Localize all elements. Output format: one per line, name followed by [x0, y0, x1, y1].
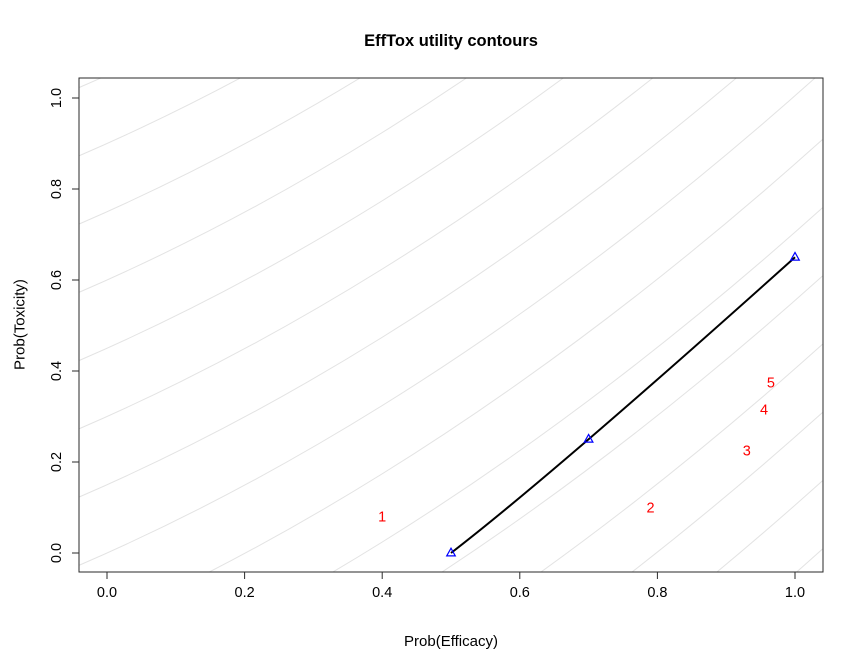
utility-contour-line	[795, 548, 823, 572]
contour-point-triangle-icon	[445, 546, 457, 557]
dose-label-2: 2	[646, 501, 654, 517]
plot-box	[78, 77, 824, 573]
y-tick-label: 0.4	[49, 361, 65, 381]
utility-contour-line	[79, 78, 103, 88]
x-tick-label: 0.8	[647, 585, 667, 601]
y-tick-label: 0.0	[49, 543, 65, 563]
x-tick-label: 0.2	[235, 585, 255, 601]
utility-contour-line	[79, 78, 242, 157]
contour-point-triangle-icon	[583, 433, 594, 443]
dose-label-4: 4	[760, 403, 768, 419]
chart-title: EffTox utility contours	[364, 32, 538, 50]
utility-contour-line	[79, 78, 361, 225]
y-tick-label: 0.2	[49, 452, 65, 472]
y-tick-label: 1.0	[49, 88, 65, 108]
x-tick-label: 0.6	[510, 585, 530, 601]
dose-label-1: 1	[378, 510, 386, 526]
x-axis-label: Prob(Efficacy)	[404, 633, 498, 650]
utility-contour-line	[716, 480, 823, 572]
dose-label-3: 3	[743, 444, 751, 460]
x-tick-label: 1.0	[785, 585, 805, 601]
background-contours	[79, 78, 823, 572]
y-tick-label: 0.6	[49, 270, 65, 290]
utility-contour-line	[79, 78, 468, 293]
contour-point-triangle-icon	[789, 251, 801, 261]
utility-contour-line	[79, 78, 738, 498]
x-tick-label: 0.0	[97, 585, 117, 601]
utility-contour-line	[79, 78, 565, 361]
utility-contour-line	[331, 207, 823, 572]
y-tick-label: 0.8	[49, 179, 65, 199]
utility-contour-line	[540, 343, 823, 572]
utility-contour-line	[441, 275, 823, 572]
utility-contour-line	[208, 139, 823, 572]
utility-contour-line	[631, 412, 823, 572]
neutral-contour-curve	[450, 256, 796, 554]
utility-contour-line	[79, 78, 816, 566]
dose-label-5: 5	[767, 375, 775, 391]
utility-contour-line	[79, 78, 654, 430]
x-tick-label: 0.4	[372, 585, 392, 601]
